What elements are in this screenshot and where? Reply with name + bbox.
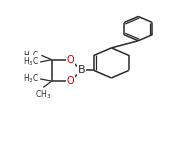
Text: O: O bbox=[66, 76, 74, 86]
Text: H: H bbox=[34, 51, 40, 60]
Text: H$_3$C: H$_3$C bbox=[23, 56, 39, 68]
Text: CH$_3$: CH$_3$ bbox=[35, 89, 51, 101]
Text: H$_3$C: H$_3$C bbox=[23, 73, 39, 85]
Text: H$_3$C: H$_3$C bbox=[23, 49, 40, 61]
Text: B: B bbox=[78, 65, 85, 75]
Text: O: O bbox=[66, 55, 74, 65]
